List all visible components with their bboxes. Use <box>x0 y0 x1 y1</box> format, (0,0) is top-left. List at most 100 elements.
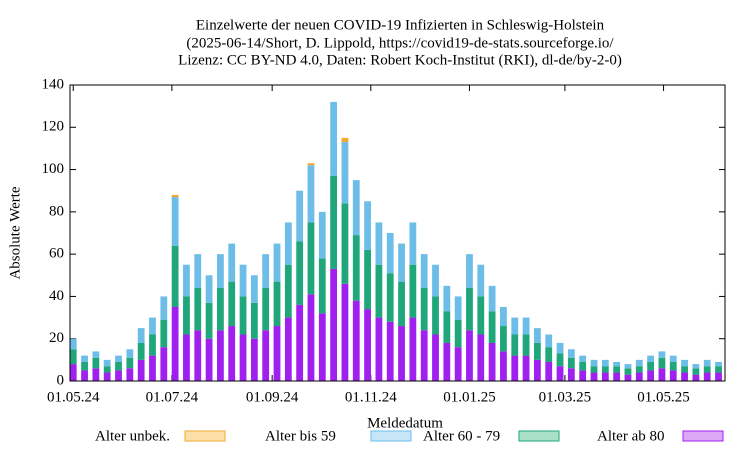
bar-segment <box>533 359 541 381</box>
bar-segment <box>137 328 145 343</box>
bar-segment <box>601 359 609 367</box>
bar-segment <box>92 368 100 381</box>
bar-segment <box>613 366 621 373</box>
x-tick-label: 01.05.24 <box>47 389 100 405</box>
bar-segment <box>556 353 564 367</box>
bar-segment <box>149 334 156 356</box>
bar-segment <box>92 351 100 358</box>
bar-segment <box>477 264 485 297</box>
bar-segment <box>330 268 338 381</box>
y-tick-label: 40 <box>49 288 64 304</box>
bar-segment <box>318 313 326 381</box>
bar-segment <box>103 372 111 381</box>
bar-segment <box>466 287 473 331</box>
bar-segment <box>69 338 77 350</box>
bar-segment <box>126 368 134 381</box>
chart-title: Einzelwerte der neuen COVID-19 Infiziert… <box>196 17 605 33</box>
bar-segment <box>205 338 213 381</box>
bar-segment <box>171 194 179 198</box>
bar-segment <box>500 351 507 381</box>
bar-segment <box>409 222 417 265</box>
bar-segment <box>126 349 134 358</box>
bar-segment <box>364 309 371 381</box>
bar-segment <box>115 361 122 371</box>
bar-segment <box>658 368 666 381</box>
bar-segment <box>658 351 666 358</box>
bar-segment <box>454 347 462 381</box>
bar-segment <box>556 366 564 381</box>
bar-segment <box>250 338 258 381</box>
bar-segment <box>454 296 462 320</box>
bar-segment <box>284 222 292 265</box>
bar-segment <box>81 355 88 362</box>
legend-swatch <box>184 430 226 442</box>
bar-segment <box>420 254 428 288</box>
bar-segment <box>69 349 77 365</box>
bar-segment <box>137 359 145 381</box>
bar-segment <box>239 334 247 381</box>
x-tick-label: 01.07.24 <box>146 389 199 405</box>
chart-subtitle: (2025-06-14/Short, D. Lippold, https://c… <box>186 35 614 51</box>
legend-label: Alter bis 59 <box>265 428 336 444</box>
x-tick-label: 01.03.25 <box>539 389 592 405</box>
bar-segment <box>250 275 258 303</box>
bar-segment <box>703 359 711 367</box>
bar-segment <box>601 366 609 373</box>
legend-swatch <box>370 430 412 442</box>
bar-segment <box>398 243 405 282</box>
bar-segment <box>217 254 224 288</box>
bar-segment <box>386 321 394 381</box>
bar-segment <box>398 281 405 327</box>
bar-segment <box>590 372 598 381</box>
legend-label: Alter unbek. <box>95 428 170 444</box>
chart-subtitle: Lizenz: CC BY-ND 4.0, Daten: Robert Koch… <box>178 52 622 68</box>
x-tick-label: 01.11.24 <box>345 389 397 405</box>
bar-segment <box>183 264 190 297</box>
bar-segment <box>352 235 360 301</box>
bar-segment <box>454 319 462 348</box>
bar-segment <box>273 326 281 381</box>
bar-segment <box>567 357 575 369</box>
bar-segment <box>205 275 213 303</box>
bar-segment <box>341 137 349 143</box>
bar-segment <box>613 372 621 381</box>
bar-segment <box>194 330 202 381</box>
bar-segment <box>477 334 485 381</box>
bar-segment <box>545 334 553 348</box>
bar-segment <box>579 355 587 362</box>
legend-swatch <box>518 430 560 442</box>
bar-segment <box>273 243 281 282</box>
bar-segment <box>296 190 304 242</box>
bar-segment <box>443 311 451 343</box>
bar-segment <box>647 361 655 371</box>
bar-segment <box>386 273 394 322</box>
x-tick-label: 01.05.25 <box>637 389 690 405</box>
bar-segment <box>183 334 190 381</box>
bar-segment <box>488 285 496 312</box>
bar-segment <box>103 366 111 373</box>
bar-segment <box>307 222 315 295</box>
y-axis-label: Absolute Werte <box>7 186 23 279</box>
bar-segment <box>239 264 247 297</box>
bar-segment <box>341 142 349 204</box>
bar-segment <box>545 347 553 362</box>
bar-segment <box>477 296 485 335</box>
bar-segment <box>160 347 168 381</box>
bar-segment <box>307 163 315 166</box>
bar-segment <box>307 294 315 381</box>
bar-segment <box>533 328 541 343</box>
bar-segment <box>567 349 575 358</box>
bar-segment <box>692 368 700 375</box>
bar-segment <box>149 355 156 381</box>
bar-segment <box>160 296 168 320</box>
bar-segment <box>635 359 643 367</box>
bar-segment <box>635 366 643 373</box>
bar-segment <box>624 364 632 369</box>
bar-segment <box>579 361 587 371</box>
bar-segment <box>669 370 677 381</box>
bar-segment <box>126 357 134 369</box>
bar-segment <box>341 203 349 284</box>
bar-segment <box>137 342 145 360</box>
legend-label: Alter ab 80 <box>597 428 664 444</box>
